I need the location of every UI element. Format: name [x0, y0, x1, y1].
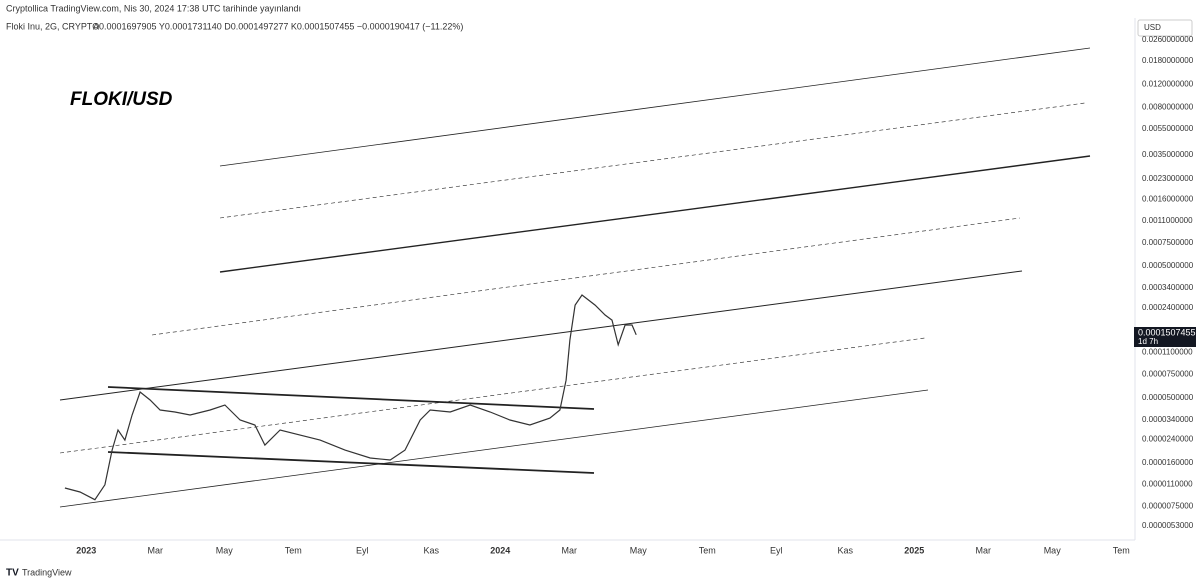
x-tick-label: Tem	[285, 545, 302, 555]
published-note: Cryptollica TradingView.com, Nis 30, 202…	[6, 3, 301, 13]
footer: TV TradingView	[6, 567, 72, 578]
x-tick-label: Kas	[837, 545, 853, 555]
x-tick-label: Kas	[423, 545, 439, 555]
symbol: Floki Inu, 2G, CRYPTO	[6, 21, 99, 31]
y-tick-label: 0.0000750000	[1142, 370, 1194, 379]
x-tick-label: May	[216, 545, 234, 555]
footer-logo: TV	[6, 568, 19, 579]
y-tick-label: 0.0000500000	[1142, 393, 1194, 402]
price-line	[64, 294, 637, 501]
y-tick-label: 0.0001100000	[1142, 348, 1193, 357]
y-tick-label: 0.0003400000	[1142, 283, 1194, 292]
channel-line	[59, 270, 1023, 401]
y-tick-label: 0.0007500000	[1142, 238, 1194, 247]
chart-title: FLOKI/USD	[70, 89, 173, 110]
countdown: 1d 7h	[1138, 337, 1158, 346]
x-tick-label: Tem	[699, 545, 716, 555]
y-tick-label: 0.0000340000	[1142, 415, 1194, 424]
channel-line	[151, 217, 1021, 336]
y-tick-label: 0.0055000000	[1142, 124, 1194, 133]
y-tick-label: 0.0005000000	[1142, 261, 1194, 270]
y-tick-label: 0.0260000000	[1142, 35, 1194, 44]
y-tick-label: 0.0016000000	[1142, 195, 1194, 204]
last-price-box	[1134, 327, 1196, 347]
ohlc: A0.0001697905 Y0.0001731140 D0.000149727…	[93, 21, 463, 31]
wedge-line	[107, 451, 595, 474]
x-tick-label: Tem	[1113, 545, 1130, 555]
trend-lines	[59, 47, 1091, 508]
y-tick-label: 0.0002400000	[1142, 303, 1194, 312]
wedge-line	[107, 386, 595, 410]
channel-line	[219, 155, 1091, 273]
x-tick-label: Mar	[561, 545, 577, 555]
currency: USD	[1144, 23, 1161, 32]
x-tick-label: Eyl	[770, 545, 783, 555]
x-tick-label: May	[1044, 545, 1062, 555]
x-tick-label: May	[630, 545, 648, 555]
y-tick-label: 0.0000110000	[1142, 479, 1193, 488]
y-tick-label: 0.0000053000	[1142, 521, 1194, 530]
last-price: 0.0001507455	[1138, 327, 1196, 337]
y-tick-label: 0.0035000000	[1142, 150, 1194, 159]
y-tick-label: 0.0023000000	[1142, 174, 1194, 183]
y-tick-label: 0.0080000000	[1142, 102, 1194, 111]
x-tick-label: Mar	[975, 545, 991, 555]
x-tick-label: Eyl	[356, 545, 369, 555]
x-tick-label: 2025	[904, 545, 924, 555]
x-tick-label: 2024	[490, 545, 510, 555]
currency-box	[1137, 19, 1193, 37]
y-tick-label: 0.0180000000	[1142, 56, 1194, 65]
channel-line	[219, 102, 1086, 219]
x-tick-label: Mar	[147, 545, 163, 555]
x-tick-label: 2023	[76, 545, 96, 555]
channel-line	[59, 337, 926, 454]
y-tick-label: 0.0000160000	[1142, 458, 1194, 467]
channel-line	[59, 389, 929, 508]
y-tick-label: 0.0011000000	[1142, 216, 1193, 225]
footer-brand: TradingView	[22, 567, 72, 577]
y-tick-label: 0.0000075000	[1142, 501, 1194, 510]
y-tick-label: 0.0000240000	[1142, 435, 1194, 444]
channel-line	[219, 47, 1091, 167]
y-tick-label: 0.0120000000	[1142, 79, 1194, 88]
